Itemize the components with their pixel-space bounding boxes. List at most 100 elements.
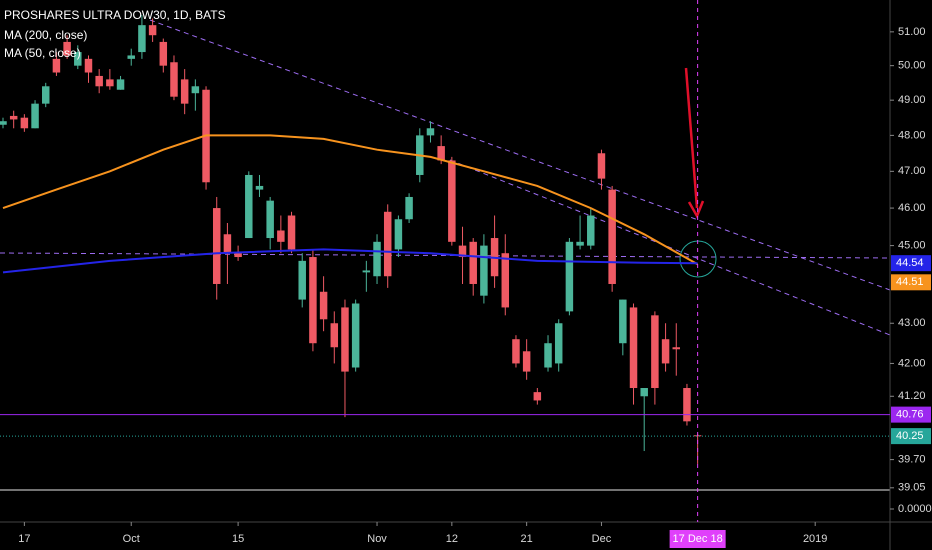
x-tick-label: Oct: [123, 533, 140, 545]
candle-body: [544, 343, 552, 368]
candle-body: [255, 185, 264, 190]
candle-body: [212, 208, 221, 284]
candle-body: [362, 270, 371, 273]
y-tick-label: 46.00: [898, 202, 926, 214]
y-tick-label: 39.05: [898, 482, 926, 494]
candle-body: [191, 86, 200, 94]
candle-body: [341, 307, 349, 372]
candle-body: [138, 25, 146, 53]
candle-body: [587, 215, 595, 246]
candle-body: [52, 58, 61, 73]
price-tag: [891, 274, 931, 291]
chart-title: PROSHARES ULTRA DOW30, 1D, BATS: [4, 8, 226, 22]
candle-body: [330, 323, 339, 348]
candle-body: [245, 174, 253, 239]
x-tick-label: 2019: [803, 533, 827, 545]
candle-body: [277, 230, 285, 242]
candle-body: [159, 41, 168, 66]
legend-entry: MA (50, close): [4, 46, 81, 60]
candle-body: [319, 291, 328, 320]
candle-body: [576, 241, 584, 246]
candle-body: [522, 351, 531, 372]
candle-body: [170, 62, 178, 97]
candle-body: [619, 299, 627, 344]
ma-line: [2, 248, 698, 274]
y-tick-label: 45.00: [898, 240, 926, 252]
horizontal-trendline: [0, 252, 891, 259]
candle-body: [106, 79, 114, 87]
ma-line: [2, 134, 699, 266]
trendline: [449, 159, 891, 336]
candle-body: [683, 388, 691, 422]
candle-body: [651, 315, 659, 389]
y-tick-label: 51.00: [898, 26, 926, 38]
candle-body: [394, 219, 403, 250]
candle-body: [116, 79, 125, 90]
candle-body: [180, 79, 189, 104]
candle-body: [31, 103, 39, 129]
candle-body: [20, 117, 29, 129]
candle-body: [148, 25, 157, 36]
crosshair-label: 17 Dec 18: [673, 533, 723, 545]
lower-pane-tick-label: 0.0000: [898, 503, 932, 515]
candle-body: [9, 115, 18, 120]
candle-body: [287, 215, 296, 250]
y-tick-label: 49.00: [898, 94, 926, 106]
y-tick-label: 48.00: [898, 129, 926, 141]
y-tick-label: 41.20: [898, 390, 926, 402]
y-tick-label: 47.00: [898, 165, 926, 177]
candle-body: [309, 257, 317, 344]
candle-body: [629, 307, 638, 389]
y-tick-label: 50.00: [898, 60, 926, 72]
x-tick-label: 17: [18, 533, 30, 545]
candle-body: [0, 121, 7, 125]
candle-body: [554, 323, 563, 364]
legend-entry: MA (200, close): [4, 28, 87, 42]
crosshair-tag: [669, 530, 726, 548]
price-tag: [891, 428, 931, 445]
candle-body: [501, 253, 510, 308]
candle-body: [266, 200, 274, 239]
price-tag-label: 40.25: [896, 430, 924, 442]
candle-body: [373, 241, 381, 277]
candle-body: [512, 339, 520, 364]
price-tag-label: 44.54: [896, 257, 924, 269]
price-tag: [891, 255, 931, 272]
candle-body: [437, 146, 445, 161]
candle-body: [298, 260, 306, 300]
candle-body: [458, 245, 467, 258]
price-tag-label: 44.51: [896, 276, 924, 288]
candle-body: [74, 52, 82, 66]
arrow: [684, 67, 699, 209]
candle-body: [533, 392, 542, 401]
candle-body: [234, 253, 242, 258]
y-tick-label: 43.00: [898, 317, 926, 329]
candle-body: [405, 196, 413, 220]
arrow-head: [687, 200, 705, 219]
price-tag: [891, 406, 931, 423]
candle-body: [383, 211, 392, 277]
candle-body: [41, 86, 50, 104]
candle-body: [223, 234, 232, 254]
candle-body: [351, 303, 360, 368]
candle-body: [63, 41, 71, 56]
x-tick-label: Nov: [367, 533, 387, 545]
candle-body: [597, 153, 606, 179]
x-tick-label: 21: [521, 533, 533, 545]
y-tick-label: 39.70: [898, 454, 926, 466]
x-tick-label: 15: [232, 533, 244, 545]
price-tag-label: 40.76: [896, 409, 924, 421]
candle-body: [95, 75, 103, 87]
x-tick-label: Dec: [592, 533, 612, 545]
y-tick-label: 42.00: [898, 357, 926, 369]
candle-body: [661, 339, 670, 364]
x-tick-label: 12: [446, 533, 458, 545]
candle-body: [426, 128, 435, 136]
candle-body: [127, 55, 135, 59]
candle-body: [565, 241, 574, 312]
candle-body: [448, 160, 456, 242]
candle-body: [84, 58, 93, 73]
candle-body: [469, 241, 477, 284]
candle-body: [480, 245, 488, 296]
